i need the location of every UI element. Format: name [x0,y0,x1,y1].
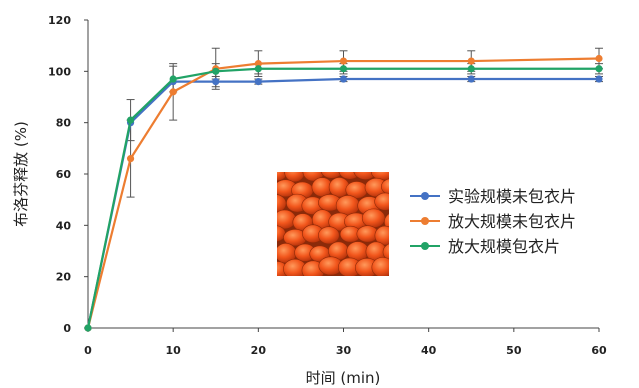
legend-label-lab-uncoated: 实验规模未包衣片 [448,187,576,206]
x-tick-label: 10 [166,344,182,357]
data-point [212,67,220,75]
tablets-photo [277,172,389,276]
x-tick-label: 0 [84,344,92,357]
y-tick-label: 60 [56,168,72,181]
tablet [320,172,343,179]
data-point [595,65,603,73]
y-tick-label: 80 [56,117,72,130]
data-point [254,65,262,73]
y-tick-label: 120 [48,14,71,27]
legend-label-scaleup-coated: 放大规模包衣片 [448,237,560,256]
legend-item-scaleup-uncoated: 放大规模未包衣片 [410,212,576,231]
legend-marker-scaleup-coated [421,242,429,250]
tablet [361,208,386,228]
series-line-0 [86,77,599,329]
tablet [374,225,389,246]
tablet [380,178,389,195]
x-tick-label: 20 [251,344,267,357]
data-point [339,65,348,73]
data-point [126,155,135,163]
data-point [254,60,262,68]
data-point [595,54,603,63]
tablet [353,172,378,180]
y-tick-label: 40 [56,219,72,232]
y-tick-label: 100 [48,65,71,78]
series-line-1 [86,57,600,329]
legend: 实验规模未包衣片 放大规模未包衣片 放大规模包衣片 [410,187,576,256]
x-axis-title: 时间 (min) [306,369,381,387]
y-tick-label: 0 [63,322,71,335]
data-point [84,324,92,332]
legend-item-lab-uncoated: 实验规模未包衣片 [410,187,576,206]
data-point [212,78,220,86]
x-tick-label: 50 [506,344,522,357]
tablet [318,226,340,245]
data-point [169,88,177,96]
data-point [169,75,177,83]
data-point [467,57,475,65]
tablet [284,172,306,183]
x-tick-labels: 0 10 20 30 40 50 60 [84,328,607,357]
data-point [595,75,603,83]
tablet [370,172,389,181]
data-point [339,75,348,83]
data-point [254,78,262,86]
tablet [374,192,389,211]
data-point [126,116,135,124]
data-point [339,57,348,65]
tablet [277,172,288,182]
x-tick-label: 40 [421,344,437,357]
data-series [84,54,603,332]
y-axis-title: 布洛芬释放 (%) [12,121,30,227]
tablet [277,225,286,242]
tablet [277,209,297,230]
data-point [467,75,475,83]
tablet [382,243,389,261]
series-line-2 [86,67,599,329]
y-tick-labels: 0 20 40 60 80 100 120 [48,14,88,335]
legend-item-scaleup-coated: 放大规模包衣片 [410,237,560,256]
tablet [277,194,287,213]
x-tick-label: 30 [336,344,352,357]
legend-label-scaleup-uncoated: 放大规模未包衣片 [448,212,576,231]
x-tick-label: 60 [591,344,607,357]
tablet [371,257,389,276]
legend-marker-scaleup-uncoated [421,217,429,225]
data-point [467,65,475,73]
tablet [335,195,360,216]
legend-marker-lab-uncoated [421,192,429,200]
y-tick-label: 20 [56,271,72,284]
